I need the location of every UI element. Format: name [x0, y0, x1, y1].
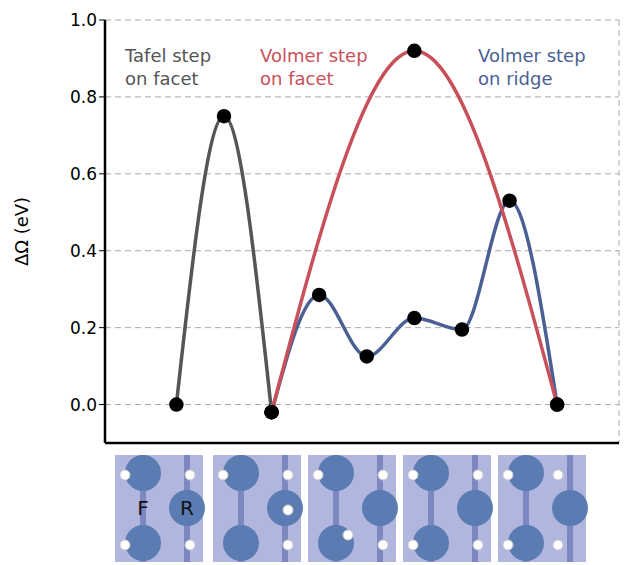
svg-text:F: F [137, 496, 149, 520]
svg-text:0.2: 0.2 [70, 318, 97, 338]
svg-text:0.8: 0.8 [70, 87, 97, 107]
svg-text:0.6: 0.6 [70, 164, 97, 184]
svg-text:R: R [180, 496, 194, 520]
svg-text:Tafel stepon facet: Tafel stepon facet [124, 45, 211, 89]
svg-text:ΔΩ (eV): ΔΩ (eV) [11, 197, 32, 266]
svg-text:1.0: 1.0 [70, 10, 97, 30]
svg-text:0.0: 0.0 [70, 395, 97, 415]
svg-text:0.4: 0.4 [70, 241, 97, 261]
svg-text:Volmer stepon facet: Volmer stepon facet [260, 45, 368, 89]
svg-text:Volmer stepon ridge: Volmer stepon ridge [478, 45, 586, 89]
